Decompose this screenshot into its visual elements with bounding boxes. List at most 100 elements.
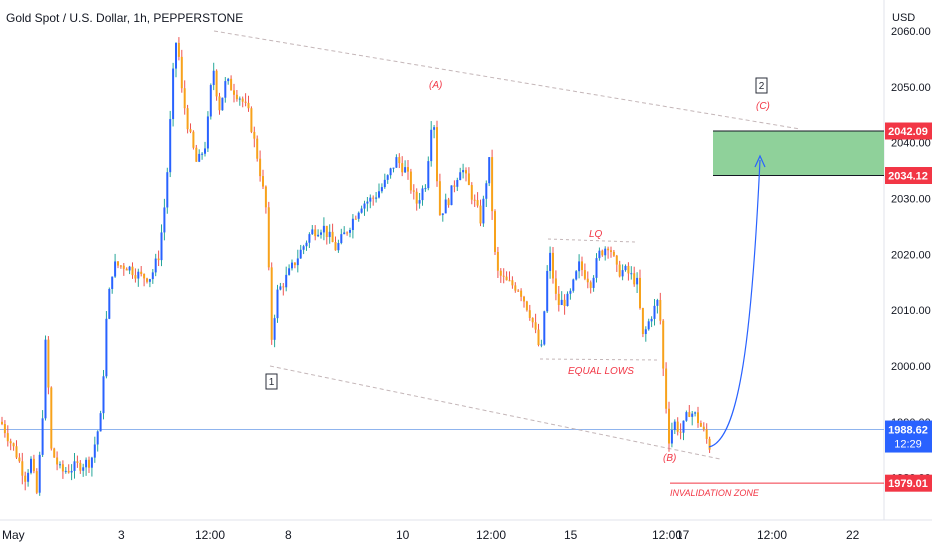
candle-body[interactable]: [581, 261, 583, 271]
candle-body[interactable]: [583, 270, 586, 279]
candle-body[interactable]: [119, 265, 122, 267]
candle-body[interactable]: [444, 199, 447, 214]
candle-body[interactable]: [56, 457, 59, 465]
candle-body[interactable]: [624, 265, 627, 271]
candle-body[interactable]: [708, 438, 711, 450]
candle-body[interactable]: [21, 461, 24, 476]
candle-body[interactable]: [177, 42, 180, 57]
candle-body[interactable]: [511, 280, 514, 286]
candle-body[interactable]: [540, 344, 543, 346]
candle-body[interactable]: [557, 293, 560, 306]
candle-body[interactable]: [653, 305, 656, 319]
candle-body[interactable]: [288, 268, 291, 275]
candle-body[interactable]: [99, 413, 102, 432]
candle-body[interactable]: [70, 470, 73, 473]
candle-body[interactable]: [146, 278, 148, 282]
forecast-curve[interactable]: [708, 159, 761, 448]
candle-body[interactable]: [525, 301, 528, 311]
candle-body[interactable]: [12, 443, 15, 447]
candle-body[interactable]: [366, 201, 369, 204]
candle-body[interactable]: [291, 262, 293, 269]
candle-body[interactable]: [685, 412, 688, 421]
candle-body[interactable]: [163, 207, 166, 233]
candle-body[interactable]: [160, 232, 163, 261]
candle-body[interactable]: [641, 307, 644, 335]
candle-body[interactable]: [247, 102, 250, 109]
candle-body[interactable]: [90, 457, 93, 468]
candle-body[interactable]: [41, 418, 44, 455]
candle-body[interactable]: [682, 420, 685, 433]
candle-body[interactable]: [644, 329, 647, 335]
candle-body[interactable]: [621, 270, 624, 277]
candle-body[interactable]: [392, 167, 395, 169]
candle-body[interactable]: [285, 274, 288, 288]
candle-body[interactable]: [694, 412, 697, 414]
candle-body[interactable]: [230, 78, 233, 91]
candle-body[interactable]: [647, 321, 650, 330]
candle-body[interactable]: [360, 208, 363, 213]
candle-body[interactable]: [128, 266, 131, 271]
candle-body[interactable]: [186, 108, 189, 130]
candle-body[interactable]: [38, 454, 41, 493]
candle-body[interactable]: [502, 275, 505, 277]
candle-body[interactable]: [421, 188, 424, 201]
candle-body[interactable]: [253, 131, 256, 139]
candle-body[interactable]: [679, 431, 682, 433]
candle-body[interactable]: [450, 185, 453, 206]
candle-body[interactable]: [517, 290, 520, 292]
candle-body[interactable]: [627, 265, 630, 274]
candle-body[interactable]: [53, 448, 56, 458]
candle-body[interactable]: [340, 234, 343, 244]
candle-body[interactable]: [488, 157, 491, 184]
candle-body[interactable]: [705, 429, 708, 439]
candle-body[interactable]: [508, 280, 511, 282]
candle-body[interactable]: [462, 170, 465, 173]
candle-body[interactable]: [175, 42, 177, 69]
candle-body[interactable]: [615, 255, 618, 265]
candle-body[interactable]: [328, 231, 331, 238]
candle-body[interactable]: [351, 218, 354, 231]
candle-body[interactable]: [436, 127, 438, 182]
candle-body[interactable]: [378, 191, 380, 198]
candle-body[interactable]: [702, 426, 705, 430]
candle-body[interactable]: [447, 199, 450, 206]
candle-body[interactable]: [467, 173, 470, 186]
candle-body[interactable]: [157, 258, 160, 261]
candle-body[interactable]: [389, 168, 392, 176]
candle-body[interactable]: [465, 170, 467, 174]
candle-body[interactable]: [233, 90, 235, 95]
candle-body[interactable]: [256, 138, 259, 159]
candle-body[interactable]: [491, 157, 494, 212]
candle-body[interactable]: [589, 282, 592, 288]
candle-body[interactable]: [430, 129, 433, 162]
candle-body[interactable]: [546, 270, 549, 312]
candle-body[interactable]: [227, 78, 230, 82]
candle-body[interactable]: [117, 261, 119, 266]
candle-body[interactable]: [122, 265, 125, 269]
candle-body[interactable]: [523, 296, 525, 302]
candle-body[interactable]: [44, 339, 47, 419]
candle-body[interactable]: [35, 471, 38, 493]
candle-body[interactable]: [198, 153, 201, 162]
candle-body[interactable]: [407, 167, 409, 172]
candle-body[interactable]: [314, 229, 317, 237]
candle-body[interactable]: [566, 293, 569, 307]
candle-body[interactable]: [276, 289, 279, 319]
candle-body[interactable]: [279, 286, 282, 290]
candle-body[interactable]: [273, 318, 276, 340]
candle-body[interactable]: [241, 98, 244, 102]
candle-body[interactable]: [250, 108, 253, 132]
candle-body[interactable]: [610, 250, 612, 252]
candle-body[interactable]: [479, 205, 482, 224]
target-upper-price-badge[interactable]: 2042.09: [885, 122, 932, 140]
candle-body[interactable]: [1, 421, 3, 425]
current-price-badge[interactable]: 1988.62 12:29: [885, 420, 932, 453]
target-zone-box[interactable]: [713, 131, 884, 176]
candle-body[interactable]: [293, 262, 296, 266]
candle-body[interactable]: [499, 270, 502, 276]
candle-body[interactable]: [131, 266, 134, 276]
candle-body[interactable]: [612, 251, 615, 256]
candle-body[interactable]: [73, 461, 76, 471]
